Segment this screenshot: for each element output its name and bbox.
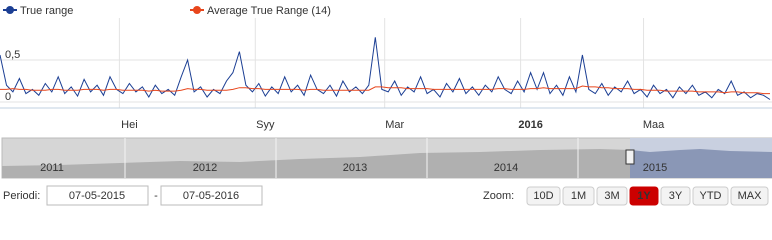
series-line — [0, 37, 771, 100]
zoom-button-label[interactable]: 10D — [533, 190, 553, 202]
legend-marker — [6, 6, 14, 14]
zoom-button[interactable] — [562, 186, 595, 206]
x-tick-label: Hei — [121, 119, 138, 131]
navigator-label: 2011 — [40, 162, 64, 174]
date-to[interactable]: 07-05-2016 — [183, 190, 239, 202]
navigator-dividers — [124, 138, 579, 178]
legend-label[interactable]: True range — [20, 5, 73, 17]
navigator-area — [2, 149, 630, 178]
x-tick-label: Syy — [256, 119, 275, 131]
zoom-label: Zoom: — [483, 190, 514, 202]
zoom-button-label[interactable]: 1Y — [637, 190, 651, 202]
zoom-button-label[interactable]: MAX — [738, 190, 763, 202]
zoom-button-label[interactable]: 3Y — [669, 190, 683, 202]
period-label: Periodi: — [3, 190, 40, 202]
date-input[interactable] — [46, 185, 149, 206]
date-input[interactable] — [160, 185, 263, 206]
zoom-button[interactable] — [692, 186, 729, 206]
x-tick-label: Maa — [643, 119, 665, 131]
y-tick-label: 0 — [5, 91, 11, 103]
zoom-button[interactable] — [629, 186, 659, 206]
zoom-button-label[interactable]: 3M — [604, 190, 619, 202]
zoom-button[interactable] — [526, 186, 561, 206]
navigator-handle[interactable] — [625, 149, 635, 165]
navigator-area-selected — [630, 149, 772, 178]
navigator-label: 2012 — [193, 162, 217, 174]
series-line — [0, 85, 770, 95]
x-tick-label: Mar — [385, 119, 404, 131]
zoom-button[interactable] — [660, 186, 691, 206]
period-separator: - — [154, 190, 158, 202]
date-from[interactable]: 07-05-2015 — [69, 190, 125, 202]
x-tick-label: 2016 — [518, 119, 542, 131]
y-tick-label: 0,5 — [5, 49, 20, 61]
navigator-label: 2014 — [494, 162, 518, 174]
legend-label[interactable]: Average True Range (14) — [207, 5, 331, 17]
navigator-label: 2015 — [643, 162, 667, 174]
navigator-label: 2013 — [343, 162, 367, 174]
zoom-button-label[interactable]: YTD — [700, 190, 722, 202]
zoom-button-label[interactable]: 1M — [571, 190, 586, 202]
legend-marker — [193, 6, 201, 14]
zoom-button[interactable] — [596, 186, 628, 206]
zoom-button[interactable] — [730, 186, 769, 206]
